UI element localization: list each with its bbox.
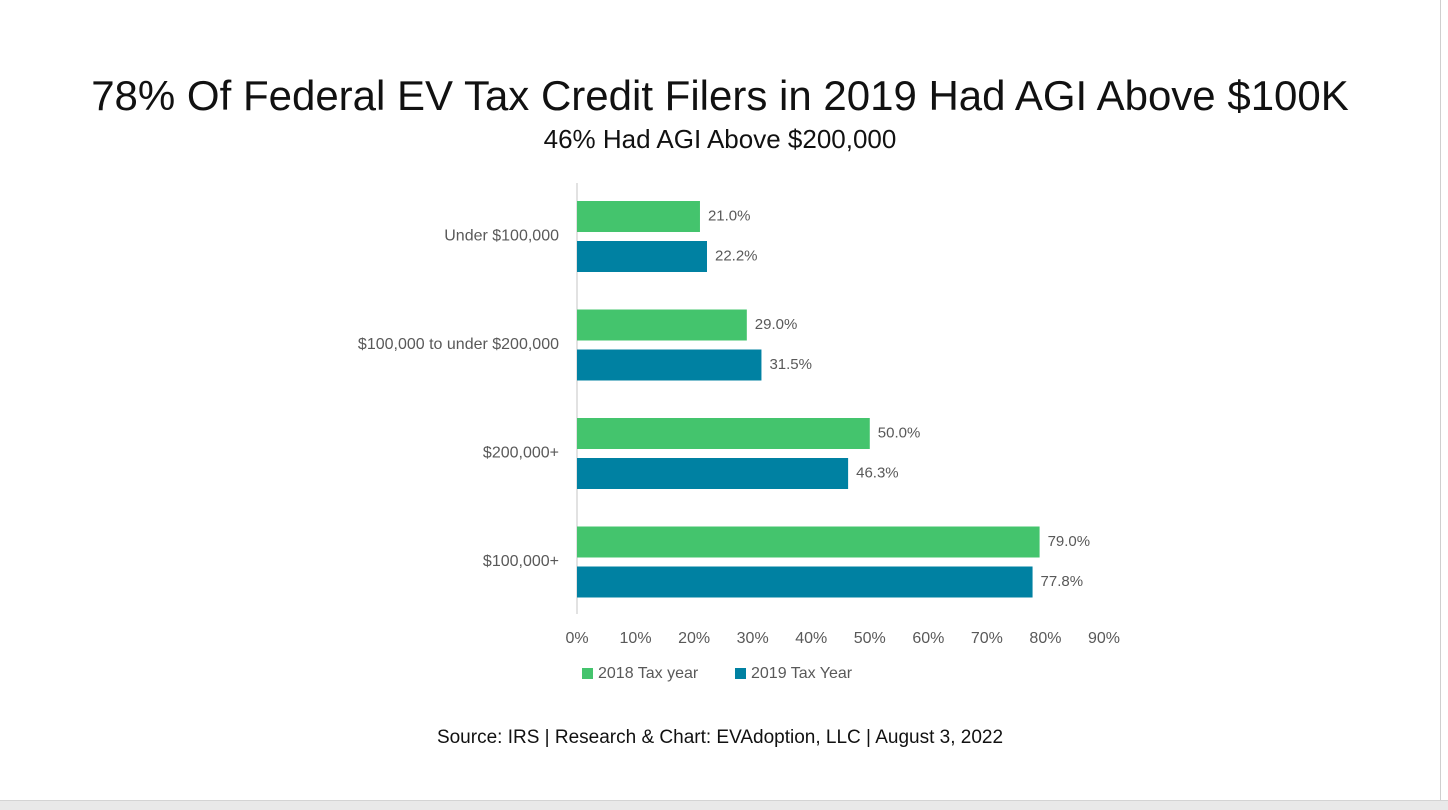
legend-swatch-2018 [582, 668, 593, 679]
data-label-2019: 31.5% [769, 356, 812, 373]
chart-subtitle: 46% Had AGI Above $200,000 [543, 124, 897, 154]
data-label-2019: 77.8% [1041, 573, 1084, 590]
bar-2019 [577, 349, 762, 381]
x-tick-label: 90% [1088, 630, 1120, 647]
legend-swatch-2019 [735, 668, 746, 679]
x-tick-label: 50% [854, 630, 886, 647]
x-tick-label: 70% [971, 630, 1003, 647]
legend-label-2019: 2019 Tax Year [751, 665, 853, 682]
data-label-2018: 50.0% [878, 424, 921, 441]
category-label: $100,000+ [483, 553, 559, 570]
chart-title: 78% Of Federal EV Tax Credit Filers in 2… [91, 72, 1349, 119]
x-tick-label: 0% [565, 630, 588, 647]
legend-label-2018: 2018 Tax year [598, 665, 699, 682]
data-label-2018: 21.0% [708, 207, 751, 224]
bottom-edge-rule [0, 800, 1448, 810]
bar-2019 [577, 566, 1033, 598]
data-label-2019: 46.3% [856, 464, 899, 481]
bar-2018 [577, 309, 747, 341]
x-tick-label: 80% [1029, 630, 1061, 647]
bar-2019 [577, 458, 849, 489]
x-tick-label: 20% [678, 630, 710, 647]
category-label: Under $100,000 [444, 228, 559, 245]
data-label-2018: 79.0% [1048, 533, 1091, 550]
right-edge-rule [1440, 0, 1441, 810]
bar-2018 [577, 418, 870, 449]
x-tick-label: 60% [912, 630, 944, 647]
source-note: Source: IRS | Research & Chart: EVAdopti… [436, 727, 1004, 748]
category-label: $100,000 to under $200,000 [358, 336, 559, 353]
bar-chart: Under $100,000 21.0% 22.2% $100,000 to unde… [358, 183, 1120, 682]
bar-2018 [577, 526, 1040, 558]
data-label-2019: 22.2% [715, 247, 758, 264]
x-tick-label: 10% [620, 630, 652, 647]
x-tick-label: 40% [795, 630, 827, 647]
category-label: $200,000+ [483, 445, 559, 462]
bar-2018 [577, 201, 700, 232]
data-label-2018: 29.0% [755, 316, 798, 333]
bar-2019 [577, 241, 707, 272]
x-tick-label: 30% [737, 630, 769, 647]
